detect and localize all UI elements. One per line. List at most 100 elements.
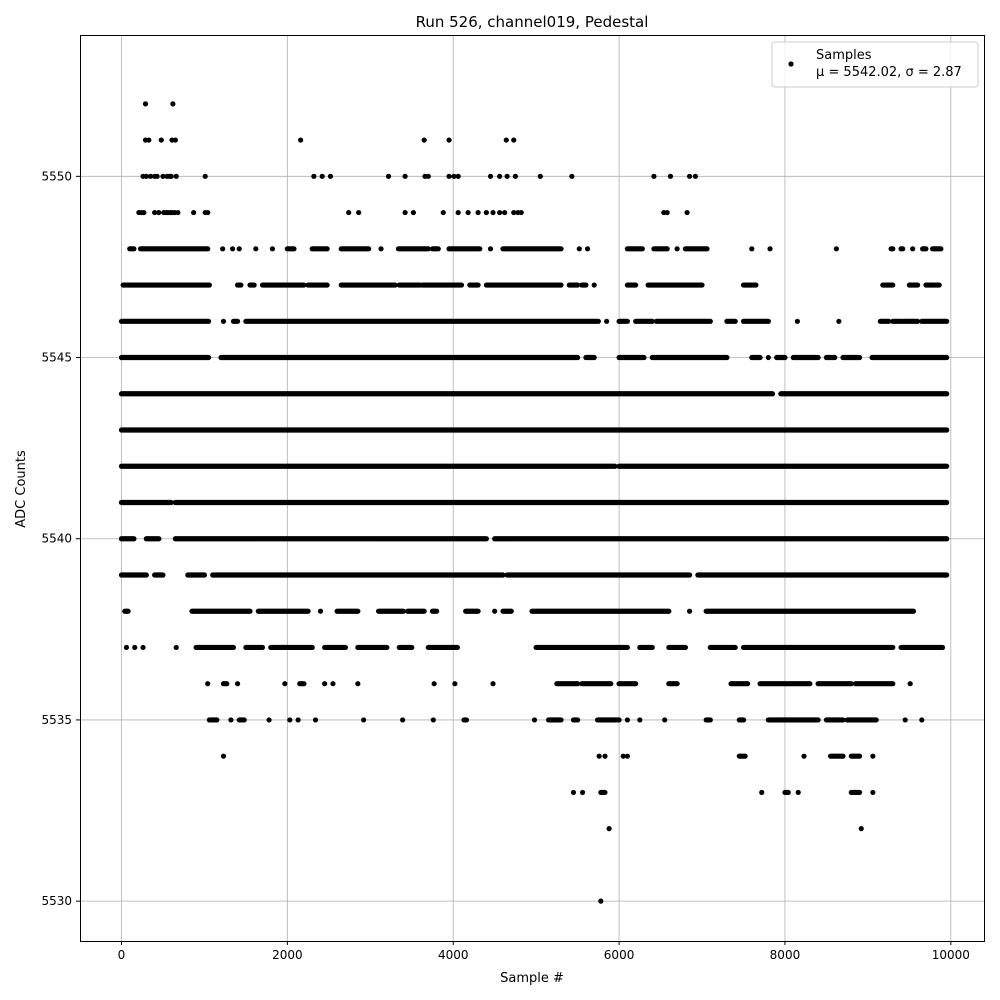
data-point [253, 246, 259, 252]
x-tick-label: 10000 [932, 948, 970, 962]
data-point [322, 681, 328, 687]
data-point [570, 789, 577, 796]
data-point [767, 246, 773, 252]
data-point [801, 753, 807, 759]
data-point [858, 826, 864, 832]
data-point [175, 209, 181, 216]
data-point [602, 753, 608, 759]
legend-marker [788, 61, 794, 67]
x-tick-label: 8000 [770, 948, 801, 962]
data-point [475, 209, 481, 216]
data-point [330, 681, 336, 687]
data-point [497, 173, 503, 179]
data-point [146, 137, 152, 143]
data-point [765, 354, 771, 361]
data-point [156, 209, 162, 216]
data-point [907, 681, 913, 687]
data-point [287, 717, 293, 723]
data-point [465, 209, 471, 216]
data-point [531, 717, 538, 723]
data-point [220, 753, 227, 759]
data-point [902, 717, 908, 723]
x-axis-label: Sample # [500, 971, 564, 986]
data-point [446, 137, 452, 143]
data-point [160, 173, 166, 179]
data-point [490, 681, 496, 687]
data-point [490, 209, 496, 216]
data-point [132, 644, 138, 651]
data-point [674, 246, 680, 252]
data-point [870, 789, 876, 796]
y-tick-label: 5530 [41, 894, 72, 908]
data-point [282, 681, 288, 687]
data-point [795, 789, 801, 796]
data-point [410, 209, 417, 216]
data-point [378, 246, 384, 252]
data-point [425, 173, 431, 179]
data-point [230, 246, 236, 252]
data-point [312, 717, 319, 723]
data-point [269, 246, 276, 252]
data-point [317, 608, 324, 614]
data-point [511, 209, 517, 216]
x-tick-label: 6000 [604, 948, 635, 962]
data-point [455, 209, 461, 216]
x-tick-label: 4000 [438, 948, 469, 962]
data-point [327, 173, 334, 179]
data-point [154, 173, 160, 179]
y-tick-label: 5535 [41, 713, 72, 727]
data-point [298, 137, 304, 143]
data-point [311, 173, 317, 179]
data-point [202, 173, 208, 179]
data-point [569, 173, 575, 179]
data-point [205, 681, 211, 687]
data-point [140, 644, 146, 651]
data-point [142, 101, 149, 107]
data-point [319, 173, 325, 179]
data-point [692, 173, 698, 179]
data-point [637, 717, 643, 723]
data-point [624, 717, 630, 723]
data-point [123, 644, 130, 651]
data-point [604, 318, 610, 324]
legend-stats: μ = 5542.02, σ = 2.87 [816, 65, 962, 80]
data-point [295, 717, 301, 723]
data-point [620, 753, 626, 759]
data-point [455, 173, 461, 179]
data-point [684, 209, 690, 216]
data-point [220, 246, 226, 252]
data-point [686, 173, 693, 179]
data-point [503, 137, 509, 143]
legend-box [771, 41, 979, 88]
data-point [512, 173, 519, 179]
data-point [346, 209, 352, 216]
data-point [361, 717, 367, 723]
data-point [910, 246, 916, 252]
y-tick-label: 5550 [41, 169, 72, 183]
data-point [236, 246, 242, 252]
data-point [147, 173, 154, 179]
data-point [431, 681, 437, 687]
data-point [502, 209, 508, 216]
axis-ticks: 0 2000 4000 6000 8000 10000 5530 5535 5540 5545 55… [41, 169, 969, 962]
plot-frame [80, 35, 985, 942]
data-point [686, 608, 693, 614]
chart-title: Run 526, channel019, Pedestal [416, 13, 649, 31]
data-point [173, 173, 179, 179]
data-point [356, 209, 362, 216]
data-point [452, 681, 458, 687]
data-point [451, 173, 457, 179]
data-point [158, 137, 164, 143]
data-point [421, 137, 427, 143]
data-point [355, 681, 361, 687]
data-point [606, 826, 612, 832]
data-point [400, 717, 406, 723]
data-point [446, 173, 452, 179]
data-point [596, 753, 602, 759]
data-point [487, 173, 494, 179]
data-point [749, 246, 755, 252]
legend-label: Samples [816, 48, 872, 63]
data-point [220, 318, 227, 324]
data-point [168, 173, 174, 179]
